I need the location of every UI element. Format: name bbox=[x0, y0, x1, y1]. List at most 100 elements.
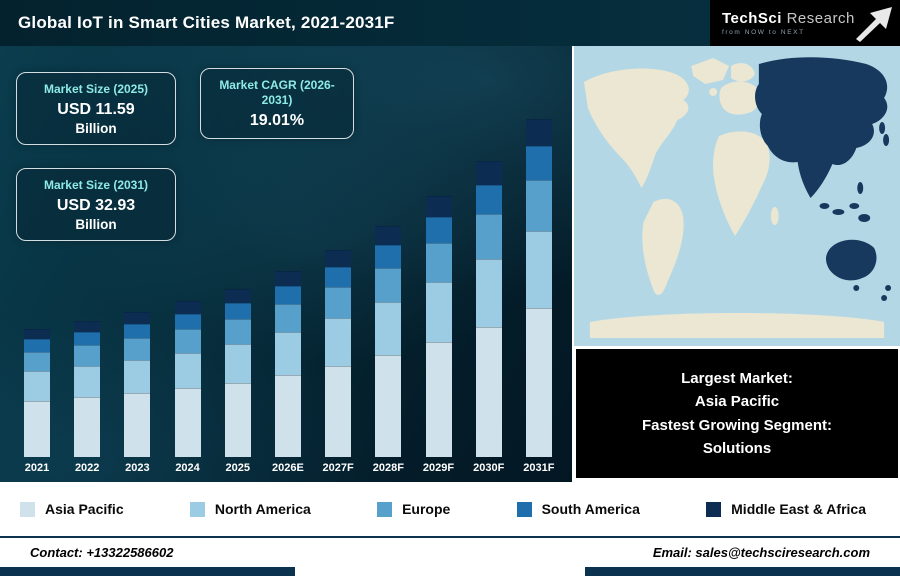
logo-text: TechSci Research bbox=[722, 10, 900, 27]
bar-segment-south-america bbox=[224, 302, 251, 320]
badge-label: Market CAGR (2026-2031) bbox=[219, 78, 335, 107]
badge-value: 19.01% bbox=[249, 112, 305, 129]
bar-column: 2031F bbox=[523, 119, 554, 480]
footer-strip-right bbox=[585, 567, 900, 576]
bar-segment-europe bbox=[124, 338, 151, 360]
logo-name-bold: TechSci bbox=[722, 10, 782, 27]
bar-segment-middle-east-africa bbox=[24, 329, 50, 340]
x-axis-label: 2021 bbox=[24, 462, 50, 474]
bar-segment-middle-east-africa bbox=[475, 161, 502, 185]
callout-line: Fastest Growing Segment: bbox=[641, 416, 833, 434]
legend-label: South America bbox=[541, 501, 640, 517]
market-size-2025-badge: Market Size (2025) USD 11.59 Billion bbox=[16, 72, 176, 145]
bar-2025[interactable] bbox=[224, 289, 251, 457]
bar-segment-europe bbox=[375, 267, 402, 303]
bar-segment-asia-pacific bbox=[224, 383, 251, 457]
techsci-logo: TechSci Research from NOW to NEXT bbox=[710, 0, 900, 46]
bar-segment-asia-pacific bbox=[475, 326, 502, 457]
bar-segment-europe bbox=[325, 287, 352, 319]
bar-segment-asia-pacific bbox=[525, 308, 552, 457]
bar-segment-north-america bbox=[24, 371, 50, 401]
callout-line: Solutions bbox=[702, 439, 772, 457]
bar-2024[interactable] bbox=[174, 301, 201, 457]
bar-segment-asia-pacific bbox=[124, 393, 151, 457]
bar-segment-north-america bbox=[325, 318, 352, 366]
bar-segment-south-america bbox=[174, 313, 201, 330]
badge-label: Market Size (2025) bbox=[43, 82, 149, 96]
bar-2023[interactable] bbox=[124, 312, 151, 457]
bar-segment-europe bbox=[425, 242, 452, 283]
bar-segment-south-america bbox=[24, 339, 50, 353]
legend-item-north-america[interactable]: North America bbox=[189, 501, 311, 517]
bar-segment-europe bbox=[224, 319, 251, 345]
bar-column: 2027F bbox=[323, 250, 354, 480]
legend-item-asia-pacific[interactable]: Asia Pacific bbox=[20, 501, 124, 517]
bar-segment-asia-pacific bbox=[24, 400, 50, 457]
bar-segment-south-america bbox=[74, 331, 101, 346]
legend-swatch bbox=[20, 501, 35, 517]
legend-item-europe[interactable]: Europe bbox=[377, 501, 450, 517]
bar-segment-south-america bbox=[274, 285, 301, 305]
x-axis-label: 2028F bbox=[372, 462, 404, 474]
bar-segment-north-america bbox=[475, 258, 502, 327]
largest-market-callout: Largest Market: Asia Pacific Fastest Gro… bbox=[576, 349, 898, 478]
bar-segment-middle-east-africa bbox=[74, 321, 101, 332]
legend-swatch bbox=[516, 501, 532, 517]
legend-label: Asia Pacific bbox=[45, 501, 124, 517]
bar-segment-middle-east-africa bbox=[274, 271, 301, 286]
bar-segment-south-america bbox=[124, 323, 151, 339]
bar-2021[interactable] bbox=[24, 329, 50, 457]
bar-2029F[interactable] bbox=[425, 196, 452, 457]
bar-segment-middle-east-africa bbox=[174, 301, 201, 314]
bar-segment-middle-east-africa bbox=[375, 226, 402, 245]
bar-2027F[interactable] bbox=[325, 250, 352, 457]
bar-segment-europe bbox=[74, 345, 101, 366]
bar-segment-middle-east-africa bbox=[124, 312, 151, 324]
bar-segment-north-america bbox=[425, 282, 452, 343]
bar-2028F[interactable] bbox=[375, 226, 402, 457]
x-axis-label: 2023 bbox=[125, 462, 150, 474]
bar-segment-europe bbox=[274, 304, 301, 333]
logo-name-light: Research bbox=[786, 10, 855, 27]
legend-item-south-america[interactable]: South America bbox=[516, 501, 640, 517]
bar-segment-north-america bbox=[224, 344, 251, 384]
legend-label: Middle East & Africa bbox=[731, 501, 866, 517]
email-text: Email: sales@techsciresearch.com bbox=[652, 544, 870, 560]
x-axis-label: 2025 bbox=[225, 462, 250, 474]
badge-value: USD 11.59 bbox=[57, 101, 135, 118]
bar-segment-north-america bbox=[375, 302, 402, 356]
bar-column: 2021 bbox=[22, 329, 52, 480]
bar-column: 2029F bbox=[423, 196, 454, 480]
contact-text: Contact: +13322586602 bbox=[30, 544, 174, 560]
callout-line: Largest Market: bbox=[681, 370, 793, 387]
badge-unit: Billion bbox=[75, 121, 117, 136]
market-cagr-badge: Market CAGR (2026-2031) 19.01% bbox=[200, 68, 354, 139]
page-title: Global IoT in Smart Cities Market, 2021-… bbox=[18, 13, 395, 32]
bar-segment-north-america bbox=[74, 365, 101, 398]
bar-segment-middle-east-africa bbox=[525, 119, 552, 147]
badge-unit: Billion bbox=[75, 217, 117, 232]
bar-segment-south-america bbox=[325, 266, 352, 288]
bar-2022[interactable] bbox=[74, 321, 101, 457]
bar-2030F[interactable] bbox=[475, 161, 502, 457]
footer-bar: Contact: +13322586602 Email: sales@techs… bbox=[0, 536, 900, 576]
bar-column: 2024 bbox=[173, 301, 203, 480]
bar-segment-south-america bbox=[375, 244, 402, 268]
bar-segment-middle-east-africa bbox=[224, 289, 251, 303]
bars: 2021 2022 2023 2024 2025 2026E 2027F 2028F 2029F… bbox=[14, 46, 562, 480]
bar-2026E[interactable] bbox=[274, 271, 301, 457]
bar-segment-asia-pacific bbox=[274, 375, 301, 457]
bar-column: 2026E bbox=[272, 271, 304, 480]
legend-item-middle-east-africa[interactable]: Middle East & Africa bbox=[706, 501, 866, 517]
x-axis-label: 2024 bbox=[175, 462, 200, 474]
stacked-bar-chart: 2021 2022 2023 2024 2025 2026E 2027F 2028F 2029F… bbox=[0, 46, 572, 482]
bar-segment-north-america bbox=[525, 230, 552, 309]
market-size-2031-badge: Market Size (2031) USD 32.93 Billion bbox=[16, 168, 176, 241]
bar-segment-north-america bbox=[174, 352, 201, 389]
legend-label: North America bbox=[214, 501, 311, 517]
bar-2031F[interactable] bbox=[525, 119, 552, 457]
right-panel: Largest Market: Asia Pacific Fastest Gro… bbox=[572, 46, 900, 482]
x-axis-label: 2026E bbox=[272, 462, 304, 474]
world-map-svg bbox=[574, 46, 900, 346]
